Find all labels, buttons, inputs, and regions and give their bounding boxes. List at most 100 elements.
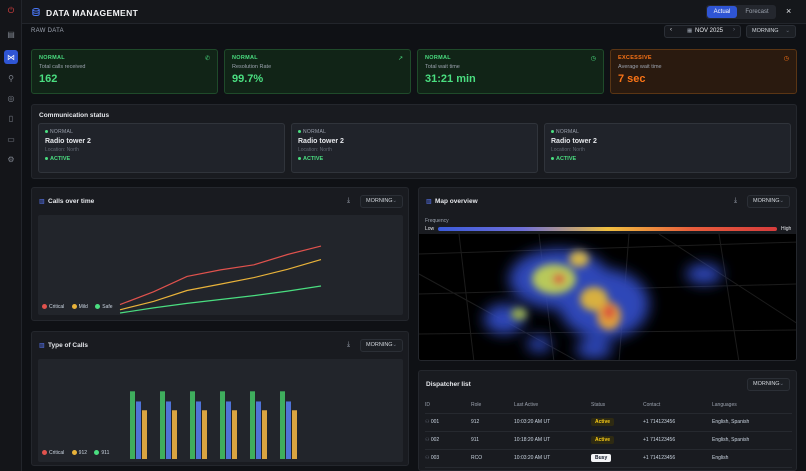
bar-912-3 — [196, 401, 201, 459]
clock-icon: ◷ — [783, 56, 789, 62]
close-icon[interactable]: × — [786, 6, 792, 16]
panel-title: Calls over time — [48, 198, 95, 205]
database-icon[interactable]: ◎ — [7, 93, 15, 103]
dispatcher-contact: +1 714123456 — [643, 413, 712, 432]
download-icon[interactable]: ⤓ — [347, 341, 351, 348]
bar-chart-icon: ▥ — [39, 343, 45, 349]
table-row[interactable]: ⚇ 001 912 10:03:20 AM UT Active +1 71412… — [425, 413, 792, 432]
table-row[interactable]: ⚇ 003 RCO 10:03:20 AM UT Busy +1 7141234… — [425, 449, 792, 468]
calendar-icon: ▦ — [687, 28, 693, 34]
communication-status-panel: Communication status NORMAL Radio tower … — [31, 104, 797, 179]
stat-value: 7 sec — [618, 73, 646, 85]
dispatcher-contact: +1 714123456 — [643, 431, 712, 450]
heatmap-svg — [419, 233, 796, 360]
data-management-icon[interactable]: ⋈ — [4, 50, 18, 64]
panel-title: Communication status — [39, 112, 110, 119]
dispatcher-id: 001 — [430, 419, 440, 425]
shift-dropdown[interactable]: MORNING ⌄ — [360, 195, 403, 208]
line-chart-area: Critical Mild Safe — [38, 215, 403, 315]
panel-title: Map overview — [435, 198, 478, 205]
document-icon[interactable]: ▯ — [8, 113, 14, 123]
page-title: DATA MANAGEMENT — [46, 8, 139, 18]
bar-912-2 — [166, 401, 171, 459]
tower-name: Radio tower 2 — [298, 138, 344, 145]
chevron-down-icon: ⌄ — [785, 28, 790, 34]
bar-912-6 — [286, 401, 291, 459]
user-icon: ⚇ — [425, 455, 431, 461]
bar-chart-icon: ▥ — [39, 199, 45, 205]
forecast-button[interactable]: Forecast — [745, 9, 769, 15]
trend-icon: ↗ — [397, 56, 403, 62]
tower-card[interactable]: NORMAL Radio tower 2 Location: North ACT… — [544, 123, 791, 173]
user-icon: ⚇ — [425, 419, 431, 425]
stat-card-resolution: NORMAL Resolution Rate 99.7% ↗ — [224, 49, 411, 94]
clock-icon: ◷ — [590, 56, 596, 62]
dispatcher-role: 912 — [471, 413, 514, 432]
shift-dropdown[interactable]: MORNING ⌄ — [746, 25, 796, 38]
legend-label: Safe — [102, 304, 113, 310]
prev-month-icon[interactable]: ‹ — [670, 27, 672, 33]
next-month-icon[interactable]: › — [733, 27, 735, 33]
stat-status: NORMAL — [425, 55, 451, 61]
legend-label: 911 — [101, 450, 110, 456]
frequency-high-label: High — [781, 226, 792, 232]
series-line-critical — [119, 245, 322, 306]
heatmap-map[interactable] — [419, 233, 796, 360]
stat-status: NORMAL — [232, 55, 258, 61]
bar-critical-3 — [190, 391, 195, 459]
tower-level: NORMAL — [298, 129, 531, 135]
chevron-down-icon: ⌄ — [779, 381, 784, 387]
stat-caption: Total wait time — [425, 64, 460, 70]
dispatcher-languages: English, Spanish — [712, 431, 792, 450]
tower-card[interactable]: NORMAL Radio tower 2 Location: North ACT… — [38, 123, 285, 173]
settings-icon[interactable]: ⚙ — [7, 154, 15, 164]
phone-icon: ✆ — [204, 56, 210, 62]
column-header: Role — [471, 398, 514, 414]
stat-card-calls: NORMAL Total calls received 162 ✆ — [31, 49, 218, 94]
app-logo-icon: ⏻ — [7, 6, 15, 15]
download-icon[interactable]: ⤓ — [347, 197, 351, 204]
dispatcher-id: 003 — [430, 455, 440, 461]
type-of-calls-panel: ▥ Type of Calls ⤓ MORNING ⌄ Critical 912 … — [31, 331, 409, 466]
report-icon[interactable]: ▭ — [7, 134, 15, 144]
shift-dropdown-value: MORNING — [366, 342, 393, 348]
map-overview-panel: ▥ Map overview ⤓ MORNING ⌄ Frequency Low … — [418, 187, 797, 361]
frequency-scale — [438, 227, 777, 231]
bar-911-3 — [202, 410, 207, 459]
legend-label: Mild — [78, 304, 88, 310]
table-row[interactable]: ⚇ 002 911 10:18:20 AM UT Active +1 71412… — [425, 431, 792, 450]
shift-dropdown[interactable]: MORNING ⌄ — [747, 195, 790, 208]
download-icon[interactable]: ⤓ — [734, 197, 738, 204]
series-line-safe — [119, 285, 322, 314]
bar-critical-4 — [220, 391, 225, 459]
chevron-down-icon: ⌄ — [392, 342, 397, 348]
bar-critical-6 — [280, 391, 285, 459]
series-line-mild — [119, 259, 322, 311]
stat-status: NORMAL — [39, 55, 65, 61]
bar-912-4 — [226, 401, 231, 459]
bar-911-4 — [232, 410, 237, 459]
dispatcher-list-panel: Dispatcher list MORNING ⌄ ID Role Last Ac… — [418, 370, 797, 471]
tower-card[interactable]: NORMAL Radio tower 2 Location: North ACT… — [291, 123, 538, 173]
user-icon: ⚇ — [425, 437, 431, 443]
location-pin-icon[interactable]: ⚲ — [8, 73, 14, 83]
chart-legend: Critical Mild Safe — [42, 304, 119, 310]
tower-location: Location: North — [45, 147, 79, 153]
stat-value: 99.7% — [232, 73, 264, 85]
actual-button[interactable]: Actual — [707, 6, 737, 18]
shift-dropdown[interactable]: MORNING ⌄ — [360, 339, 403, 352]
table-header-row: ID Role Last Active Status Contact Langu… — [425, 398, 792, 414]
bar-critical-5 — [250, 391, 255, 459]
legend-label: Critical — [49, 304, 65, 310]
column-header: Languages — [712, 398, 792, 414]
panel-title: Type of Calls — [48, 342, 88, 349]
legend-label: Critical — [49, 450, 65, 456]
dispatcher-languages: English, Spanish — [712, 413, 792, 432]
shift-dropdown[interactable]: MORNING ⌄ — [747, 378, 790, 391]
shift-dropdown-value: MORNING — [753, 198, 780, 204]
list-icon[interactable]: ▤ — [7, 29, 15, 39]
bar-911-5 — [262, 410, 267, 459]
line-chart — [119, 245, 322, 314]
dispatcher-last-active: 10:03:20 AM UT — [514, 449, 591, 468]
stat-caption: Average wait time — [618, 64, 662, 70]
